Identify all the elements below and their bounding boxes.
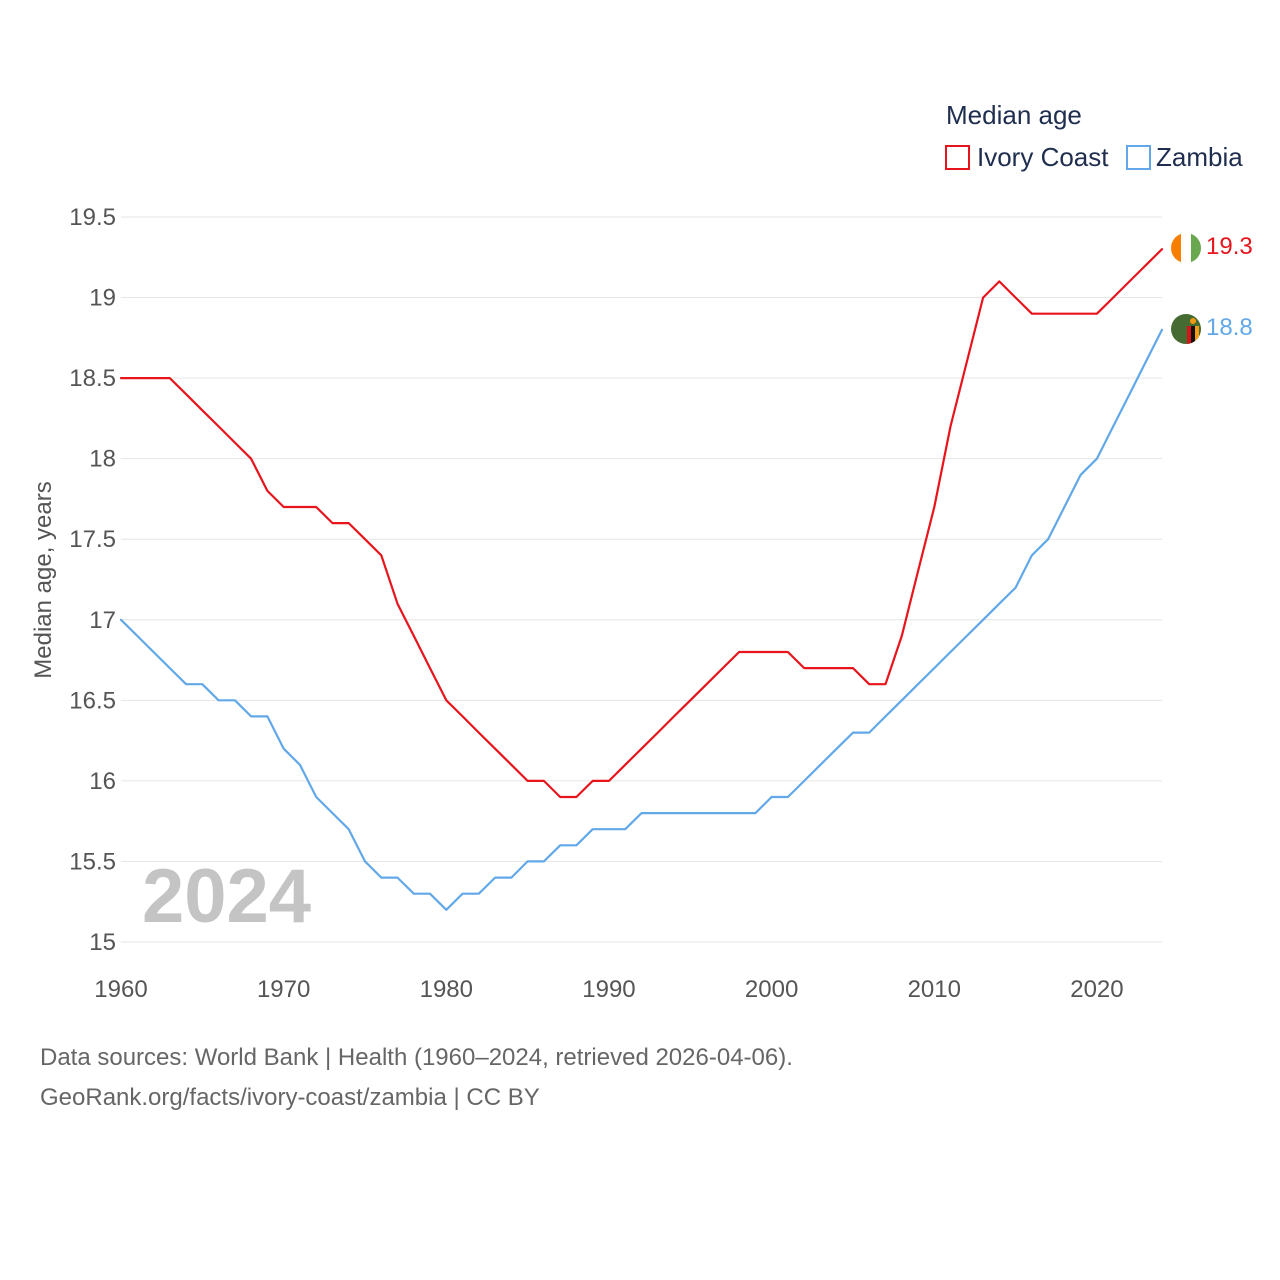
x-tick-label: 1990 xyxy=(582,976,635,1003)
y-tick-label: 17 xyxy=(89,607,116,634)
legend: Median age Ivory Coast Zambia xyxy=(945,100,1243,172)
x-tick-label: 1960 xyxy=(94,976,147,1003)
y-axis-ticks: 15 15.5 16 16.5 17 17.5 18 18.5 19 19.5 xyxy=(69,204,116,956)
y-tick-label: 15.5 xyxy=(69,848,116,875)
grid-lines xyxy=(121,216,1162,943)
y-tick-label: 18.5 xyxy=(69,365,116,392)
x-tick-label: 1980 xyxy=(420,976,473,1003)
zambia-flag-icon xyxy=(1171,314,1201,344)
legend-title: Median age xyxy=(946,100,1082,130)
series-line-ivory-coast[interactable] xyxy=(119,248,1164,799)
legend-swatch-ivory-coast[interactable] xyxy=(945,145,970,170)
y-tick-label: 19.5 xyxy=(69,204,116,231)
y-tick-label: 16 xyxy=(89,768,116,795)
year-watermark: 2024 xyxy=(142,854,311,939)
x-tick-label: 2020 xyxy=(1070,976,1123,1003)
y-tick-label: 15 xyxy=(89,929,116,956)
legend-label-zambia[interactable]: Zambia xyxy=(1156,142,1243,172)
ivory-coast-flag-icon xyxy=(1171,233,1201,263)
y-axis-label: Median age, years xyxy=(30,481,57,678)
x-tick-label: 1970 xyxy=(257,976,310,1003)
y-tick-label: 18 xyxy=(89,446,116,473)
x-tick-label: 2000 xyxy=(745,976,798,1003)
legend-swatch-zambia[interactable] xyxy=(1126,145,1151,170)
series-line-zambia[interactable] xyxy=(119,328,1164,911)
legend-label-ivory-coast[interactable]: Ivory Coast xyxy=(977,142,1109,172)
footer-attribution: GeoRank.org/facts/ivory-coast/zambia | C… xyxy=(40,1084,540,1111)
y-tick-label: 17.5 xyxy=(69,526,116,553)
end-label-ivory-coast: 19.3 xyxy=(1206,233,1253,260)
series-lines xyxy=(119,248,1164,911)
x-tick-label: 2010 xyxy=(908,976,961,1003)
x-axis-ticks: 1960 1970 1980 1990 2000 2010 2020 xyxy=(94,976,1123,1003)
y-tick-label: 19 xyxy=(89,285,116,312)
footer-sources: Data sources: World Bank | Health (1960–… xyxy=(40,1044,793,1071)
end-label-zambia: 18.8 xyxy=(1206,314,1253,341)
y-tick-label: 16.5 xyxy=(69,687,116,714)
